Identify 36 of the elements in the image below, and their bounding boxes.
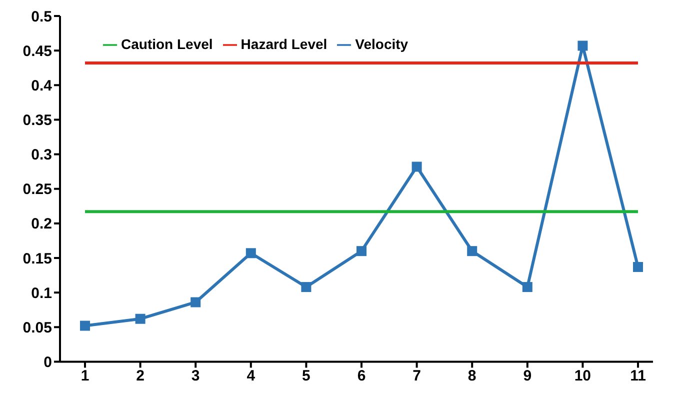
y-tick-label: 0.25 <box>22 181 52 198</box>
x-tick-label: 1 <box>80 367 90 384</box>
legend-label: Hazard Level <box>240 36 328 52</box>
y-tick-label: 0.3 <box>31 146 52 164</box>
point <box>80 320 90 331</box>
x-tick-label: 7 <box>412 367 421 384</box>
x-tick-label: 9 <box>523 367 532 384</box>
x-tick-label: 2 <box>136 367 144 384</box>
point <box>190 297 201 308</box>
point <box>301 282 312 292</box>
x-tick-label: 11 <box>630 367 646 384</box>
y-tick-label: 0.5 <box>31 8 52 26</box>
y-tick-label: 0.15 <box>22 250 52 268</box>
point <box>467 246 478 256</box>
x-tick-label: 6 <box>357 367 366 384</box>
point <box>633 262 643 272</box>
legend-label: Velocity <box>355 36 408 52</box>
y-tick-label: 0.1 <box>31 284 52 302</box>
legend-label: Caution Level <box>121 36 213 52</box>
point <box>135 314 146 324</box>
x-tick-label: 8 <box>468 367 476 384</box>
point <box>578 40 588 51</box>
y-tick-label: 0.05 <box>22 319 52 336</box>
y-tick-label: 0 <box>44 354 52 372</box>
y-tick-label: 0.4 <box>31 77 53 94</box>
x-tick-label: 10 <box>574 367 592 384</box>
point <box>412 162 422 172</box>
x-tick-label: 3 <box>191 367 200 384</box>
point <box>356 246 366 256</box>
y-tick-label: 0.35 <box>22 112 52 130</box>
point <box>246 248 256 258</box>
y-tick-label: 0.2 <box>31 216 52 233</box>
point <box>522 282 532 292</box>
y-tick-label: 0.45 <box>22 42 52 60</box>
x-tick-label: 5 <box>302 367 310 384</box>
x-tick-label: 4 <box>246 367 256 384</box>
